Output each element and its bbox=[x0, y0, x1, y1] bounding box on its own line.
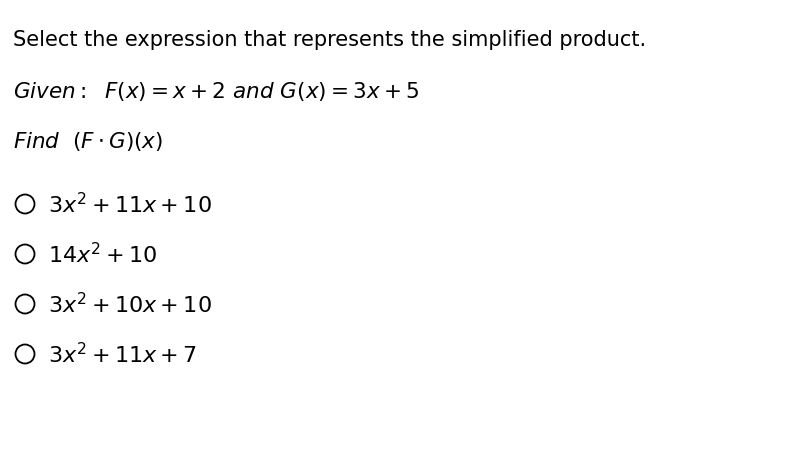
Text: $3x^2 + 11x + 10$: $3x^2 + 11x + 10$ bbox=[48, 192, 212, 217]
Text: $14x^2 + 10$: $14x^2 + 10$ bbox=[48, 242, 157, 267]
Text: $3x^2 + 11x + 7$: $3x^2 + 11x + 7$ bbox=[48, 341, 197, 367]
Text: $3x^2 + 10x + 10$: $3x^2 + 10x + 10$ bbox=[48, 292, 212, 317]
Text: Select the expression that represents the simplified product.: Select the expression that represents th… bbox=[13, 30, 646, 50]
Text: $\mathit{Given}\mathit{:}$  $F(x) = x + 2\ \mathit{and}\ G(x) = 3x + 5$: $\mathit{Given}\mathit{:}$ $F(x) = x + 2… bbox=[13, 80, 419, 103]
Text: $\mathit{Find}\ \ (F \cdot G)(x)$: $\mathit{Find}\ \ (F \cdot G)(x)$ bbox=[13, 130, 163, 153]
